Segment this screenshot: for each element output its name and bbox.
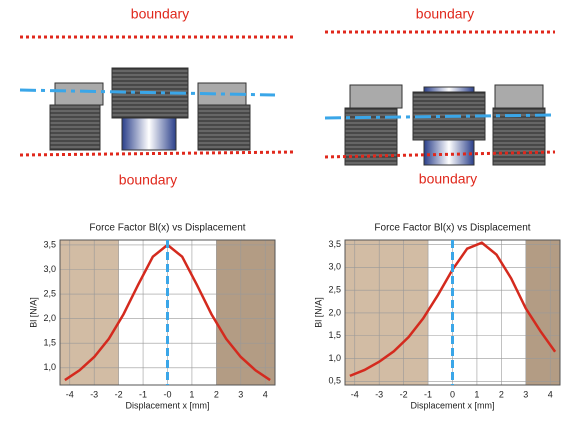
boundary-line [324,150,556,159]
diagram-right: boundary boundary [324,6,556,187]
y-tick-label: 1,5 [328,330,341,340]
region [60,240,119,385]
boundary-label: boundary [131,6,189,22]
y-tick-label: 2,0 [43,313,56,323]
region [216,240,275,385]
x-tick-label: -0 [163,389,171,399]
x-tick-label: 3 [238,389,243,399]
axis-line [324,113,556,120]
x-tick-label: -3 [375,389,383,399]
x-tick-label: 0 [450,389,455,399]
x-tick-label: 2 [214,389,219,399]
x-tick-label: 1 [189,389,194,399]
magnet [49,104,101,151]
x-tick-label: 4 [548,389,553,399]
y-tick-label: 2,5 [328,285,341,295]
region [345,240,429,385]
diagram-left: boundary boundary [19,6,296,188]
y-tick-label: 3,0 [328,262,341,272]
x-tick-label: -1 [139,389,147,399]
y-tick-label: 1,5 [43,338,56,348]
x-tick-label: 4 [263,389,268,399]
boundary-label: boundary [419,171,477,187]
cylinder [121,117,177,151]
y-tick-label: 2,0 [328,307,341,317]
pole [349,84,403,109]
chart-title: Force Factor Bl(x) vs Displacement [374,223,530,234]
x-axis-label: Displacement x [mm] [410,400,494,410]
axis-line [19,88,276,97]
y-tick-label: 0,5 [328,376,341,386]
x-tick-label: -1 [424,389,432,399]
pole [494,84,544,109]
y-tick-label: 3,5 [43,239,56,249]
x-tick-label: 2 [499,389,504,399]
x-tick-label: 1 [474,389,479,399]
y-tick-label: 2,5 [43,288,56,298]
x-tick-label: -3 [90,389,98,399]
y-axis-label: Bl [N/A] [313,297,323,328]
y-tick-label: 1,0 [328,353,341,363]
x-tick-label: -2 [115,389,123,399]
y-tick-label: 1,0 [43,362,56,372]
boundary-label: boundary [119,172,177,188]
y-tick-label: 3,5 [328,239,341,249]
region [525,240,560,385]
x-tick-label: -4 [66,389,74,399]
pole [54,82,104,106]
boundary-line [19,150,296,157]
x-axis-label: Displacement x [mm] [125,400,209,410]
x-tick-label: 3 [523,389,528,399]
chart-title: Force Factor Bl(x) vs Displacement [89,223,245,234]
y-tick-label: 3,0 [43,264,56,274]
x-tick-label: -2 [400,389,408,399]
y-axis-label: Bl [N/A] [28,297,38,328]
magnet [197,104,251,151]
x-tick-label: -4 [351,389,359,399]
boundary-label: boundary [416,6,474,22]
